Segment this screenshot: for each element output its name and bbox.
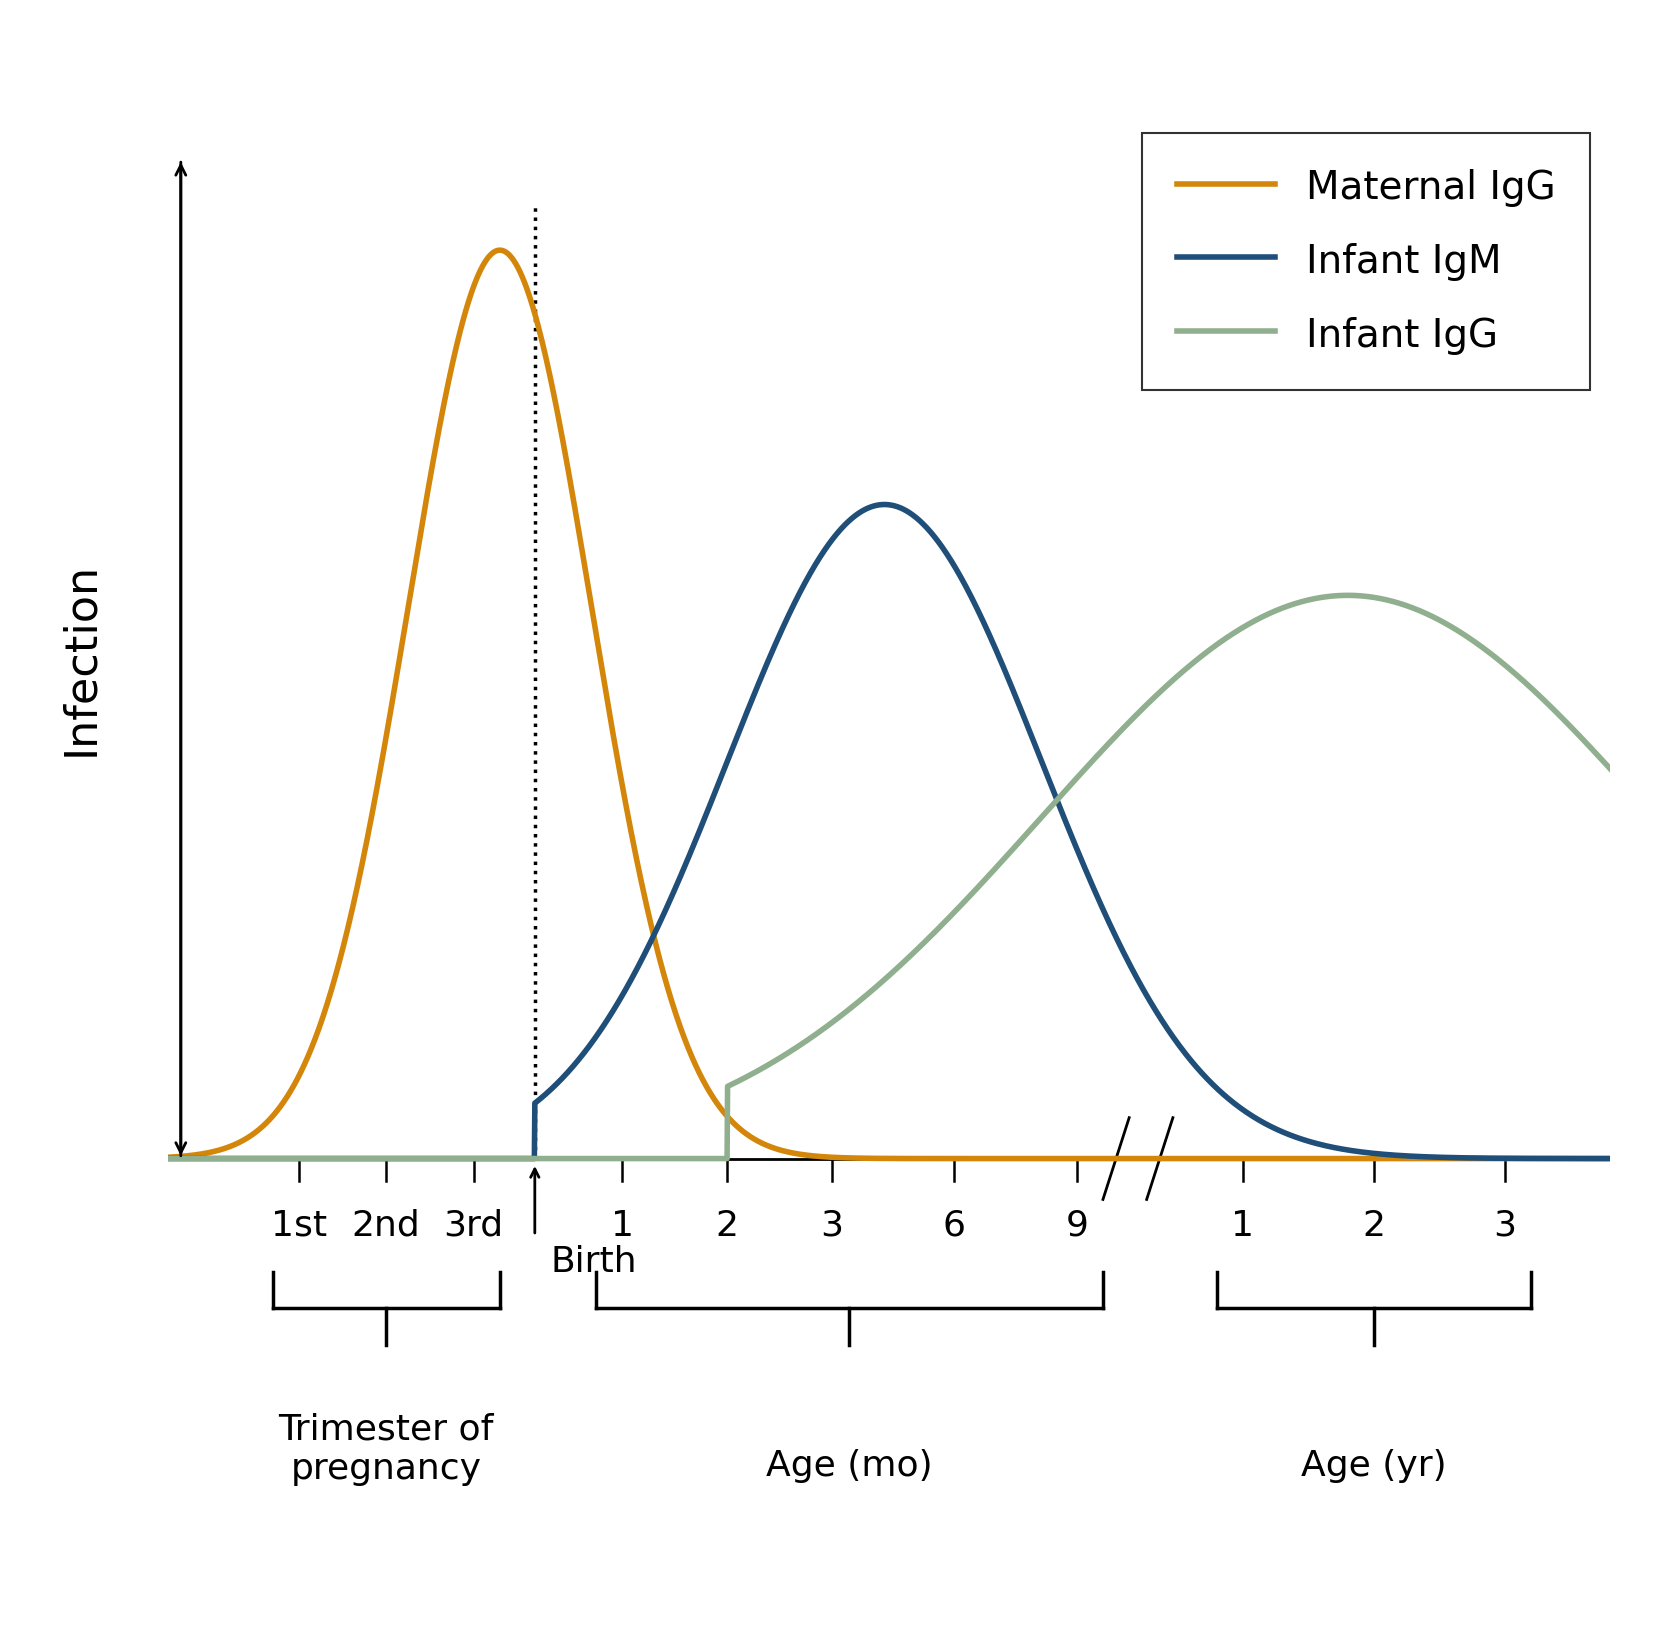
Text: Birth: Birth <box>550 1245 637 1279</box>
Text: 2: 2 <box>1362 1209 1385 1243</box>
Text: 6: 6 <box>942 1209 966 1243</box>
Legend: Maternal IgG, Infant IgM, Infant IgG: Maternal IgG, Infant IgM, Infant IgG <box>1142 133 1590 389</box>
Text: 9: 9 <box>1065 1209 1088 1243</box>
Text: Trimester of
pregnancy: Trimester of pregnancy <box>278 1412 495 1487</box>
Text: 1: 1 <box>610 1209 634 1243</box>
Text: 1st: 1st <box>270 1209 327 1243</box>
Text: Infection: Infection <box>59 561 102 757</box>
Text: 3: 3 <box>820 1209 844 1243</box>
Text: 1: 1 <box>1231 1209 1254 1243</box>
Text: 3: 3 <box>1494 1209 1516 1243</box>
Text: 2: 2 <box>716 1209 738 1243</box>
Text: 3rd: 3rd <box>443 1209 503 1243</box>
Text: 2nd: 2nd <box>352 1209 421 1243</box>
Text: Age (mo): Age (mo) <box>766 1450 932 1484</box>
Text: Age (yr): Age (yr) <box>1301 1450 1447 1484</box>
